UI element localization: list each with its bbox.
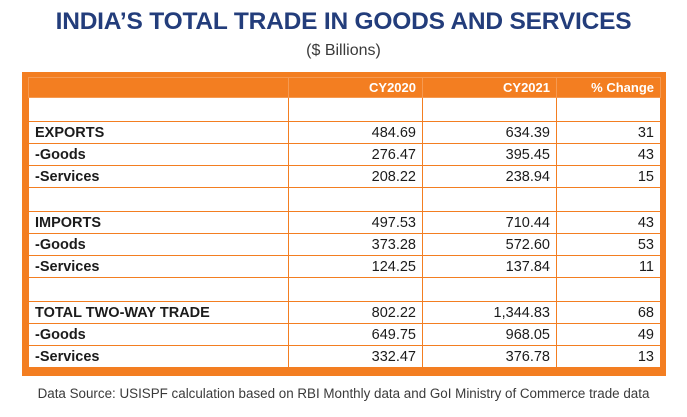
row-label: -Services [28, 345, 289, 368]
header-cell-change: % Change [556, 77, 661, 98]
table-row: TOTAL TWO-WAY TRADE 802.22 1,344.83 68 [28, 301, 661, 324]
cell-change: 31 [556, 121, 661, 144]
table-spacer-row [28, 277, 661, 302]
cell-cy2020: 497.53 [288, 211, 423, 234]
table-spacer-cell [288, 187, 423, 212]
table-spacer-cell [422, 277, 557, 302]
cell-change: 15 [556, 165, 661, 188]
cell-cy2021: 634.39 [422, 121, 557, 144]
cell-change: 11 [556, 255, 661, 278]
cell-cy2020: 802.22 [288, 301, 423, 324]
table-spacer-cell [422, 187, 557, 212]
row-label: -Services [28, 255, 289, 278]
table-spacer-cell [556, 97, 661, 122]
table-spacer-cell [28, 97, 289, 122]
table-spacer-cell [556, 277, 661, 302]
cell-cy2021: 137.84 [422, 255, 557, 278]
row-label: TOTAL TWO-WAY TRADE [28, 301, 289, 324]
chart-title: INDIA’S TOTAL TRADE IN GOODS AND SERVICE… [55, 8, 632, 35]
header-cell-label [28, 77, 289, 98]
cell-change: 49 [556, 323, 661, 346]
cell-cy2021: 710.44 [422, 211, 557, 234]
trade-table: CY2020 CY2021 % Change EXPORTS 484.69 634.… [28, 77, 661, 368]
cell-cy2021: 1,344.83 [422, 301, 557, 324]
table-row: -Services 332.47 376.78 13 [28, 345, 661, 368]
data-source-note: Data Source: USISPF calculation based on… [37, 386, 650, 401]
chart-subtitle: ($ Billions) [306, 42, 381, 59]
table-row: -Goods 373.28 572.60 53 [28, 233, 661, 256]
cell-change: 53 [556, 233, 661, 256]
cell-cy2020: 373.28 [288, 233, 423, 256]
table-body: EXPORTS 484.69 634.39 31 -Goods 276.47 395.45 4… [28, 97, 661, 368]
cell-cy2021: 395.45 [422, 143, 557, 166]
row-label: IMPORTS [28, 211, 289, 234]
table-spacer-row [28, 97, 661, 122]
header-cell-cy2020: CY2020 [288, 77, 423, 98]
cell-change: 43 [556, 143, 661, 166]
table-spacer-cell [28, 187, 289, 212]
cell-change: 68 [556, 301, 661, 324]
table-row: -Services 124.25 137.84 11 [28, 255, 661, 278]
table-spacer-cell [288, 277, 423, 302]
header-cell-cy2021: CY2021 [422, 77, 557, 98]
row-label: -Services [28, 165, 289, 188]
table-header-row: CY2020 CY2021 % Change [28, 77, 661, 98]
cell-cy2020: 276.47 [288, 143, 423, 166]
cell-cy2020: 332.47 [288, 345, 423, 368]
table-spacer-row [28, 187, 661, 212]
cell-change: 13 [556, 345, 661, 368]
table-row: -Services 208.22 238.94 15 [28, 165, 661, 188]
table-row: -Goods 276.47 395.45 43 [28, 143, 661, 166]
row-label: -Goods [28, 233, 289, 256]
cell-cy2021: 376.78 [422, 345, 557, 368]
row-label: -Goods [28, 323, 289, 346]
table-row: -Goods 649.75 968.05 49 [28, 323, 661, 346]
table-spacer-cell [556, 187, 661, 212]
cell-cy2020: 484.69 [288, 121, 423, 144]
cell-change: 43 [556, 211, 661, 234]
cell-cy2021: 238.94 [422, 165, 557, 188]
cell-cy2020: 208.22 [288, 165, 423, 188]
cell-cy2020: 124.25 [288, 255, 423, 278]
table-row: IMPORTS 497.53 710.44 43 [28, 211, 661, 234]
cell-cy2020: 649.75 [288, 323, 423, 346]
table-spacer-cell [288, 97, 423, 122]
row-label: EXPORTS [28, 121, 289, 144]
cell-cy2021: 572.60 [422, 233, 557, 256]
table-row: EXPORTS 484.69 634.39 31 [28, 121, 661, 144]
row-label: -Goods [28, 143, 289, 166]
cell-cy2021: 968.05 [422, 323, 557, 346]
table-spacer-cell [422, 97, 557, 122]
table-spacer-cell [28, 277, 289, 302]
